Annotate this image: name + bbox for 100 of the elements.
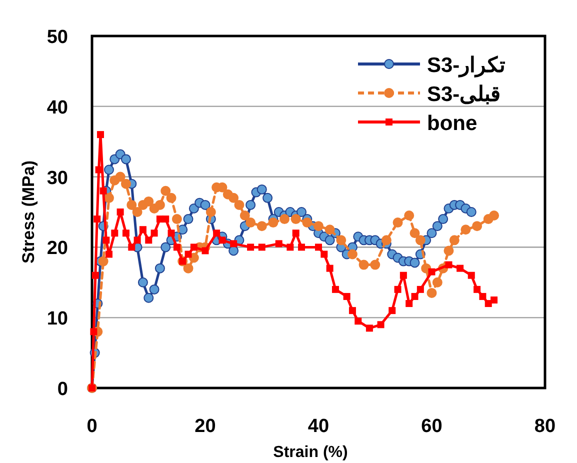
point bbox=[432, 277, 442, 288]
point bbox=[479, 292, 486, 300]
point bbox=[354, 318, 362, 325]
point bbox=[489, 210, 500, 221]
point bbox=[421, 263, 432, 274]
point bbox=[116, 208, 124, 216]
point bbox=[202, 247, 209, 254]
point bbox=[258, 244, 266, 251]
y-tick-label: 30 bbox=[46, 168, 68, 189]
point bbox=[381, 235, 392, 246]
point bbox=[247, 244, 254, 251]
y-tick-label: 0 bbox=[57, 379, 68, 400]
point bbox=[122, 230, 130, 237]
point bbox=[348, 307, 356, 314]
point bbox=[100, 187, 107, 194]
point bbox=[144, 196, 154, 206]
point bbox=[172, 214, 182, 224]
point bbox=[95, 166, 102, 174]
point bbox=[154, 200, 165, 210]
point bbox=[324, 224, 335, 235]
y-tick-label: 40 bbox=[46, 97, 68, 118]
point bbox=[400, 272, 407, 279]
point bbox=[115, 172, 126, 182]
point bbox=[184, 250, 192, 258]
x-tick-label: 80 bbox=[534, 416, 556, 437]
point bbox=[404, 210, 414, 221]
point bbox=[314, 221, 324, 232]
point bbox=[394, 286, 402, 293]
point bbox=[415, 235, 426, 246]
legend-label: bone bbox=[427, 112, 478, 135]
point bbox=[166, 192, 176, 203]
point bbox=[406, 300, 413, 308]
point bbox=[292, 230, 300, 237]
y-tick-label: 20 bbox=[46, 238, 68, 260]
x-tick-label: 20 bbox=[194, 416, 216, 437]
point bbox=[105, 250, 112, 258]
point bbox=[370, 260, 380, 270]
point bbox=[302, 218, 312, 228]
point bbox=[490, 296, 498, 304]
point bbox=[230, 240, 238, 248]
point bbox=[388, 307, 396, 314]
point bbox=[411, 292, 418, 300]
point bbox=[98, 256, 108, 266]
point bbox=[336, 235, 346, 246]
point bbox=[474, 286, 481, 293]
y-tick-label: 10 bbox=[46, 308, 68, 330]
x-tick-label: 40 bbox=[308, 416, 330, 437]
point bbox=[347, 249, 358, 260]
x-tick-label: 0 bbox=[86, 416, 98, 437]
point bbox=[456, 264, 464, 272]
point bbox=[213, 230, 220, 237]
point bbox=[160, 186, 171, 196]
point bbox=[234, 200, 244, 210]
point bbox=[206, 207, 216, 217]
point bbox=[280, 214, 290, 224]
point bbox=[90, 328, 98, 336]
y-tick-label: 50 bbox=[46, 27, 68, 48]
point bbox=[104, 192, 114, 203]
point bbox=[190, 244, 198, 251]
point bbox=[111, 230, 118, 237]
point bbox=[120, 178, 131, 189]
point bbox=[468, 272, 475, 279]
point bbox=[275, 240, 282, 248]
x-axis-title: Strain (%) bbox=[273, 444, 348, 461]
legend-label: S3-تکرار bbox=[427, 54, 506, 78]
point bbox=[332, 286, 339, 293]
point bbox=[128, 244, 136, 251]
point bbox=[416, 286, 424, 293]
point bbox=[268, 218, 278, 228]
point bbox=[139, 226, 146, 234]
point bbox=[428, 268, 436, 276]
point bbox=[444, 246, 454, 256]
point bbox=[246, 218, 256, 228]
point bbox=[472, 221, 482, 232]
point bbox=[298, 244, 306, 251]
point bbox=[150, 230, 158, 237]
point bbox=[449, 235, 460, 246]
point bbox=[94, 216, 101, 223]
point bbox=[240, 210, 250, 221]
point bbox=[320, 250, 328, 258]
point bbox=[173, 244, 180, 251]
point bbox=[183, 263, 194, 274]
point bbox=[460, 224, 471, 235]
point bbox=[96, 131, 104, 138]
x-tick-label: 60 bbox=[421, 416, 442, 437]
point bbox=[410, 228, 420, 238]
point bbox=[218, 236, 226, 244]
point bbox=[392, 218, 403, 228]
point bbox=[426, 288, 437, 298]
point bbox=[377, 321, 384, 328]
point bbox=[132, 207, 142, 217]
point bbox=[315, 244, 322, 251]
point bbox=[145, 236, 152, 244]
point bbox=[168, 230, 175, 237]
point bbox=[134, 236, 141, 244]
y-axis-title: Stress (MPa) bbox=[19, 160, 38, 264]
point bbox=[228, 192, 239, 203]
point bbox=[326, 264, 334, 272]
point bbox=[366, 324, 373, 332]
point bbox=[445, 261, 452, 268]
